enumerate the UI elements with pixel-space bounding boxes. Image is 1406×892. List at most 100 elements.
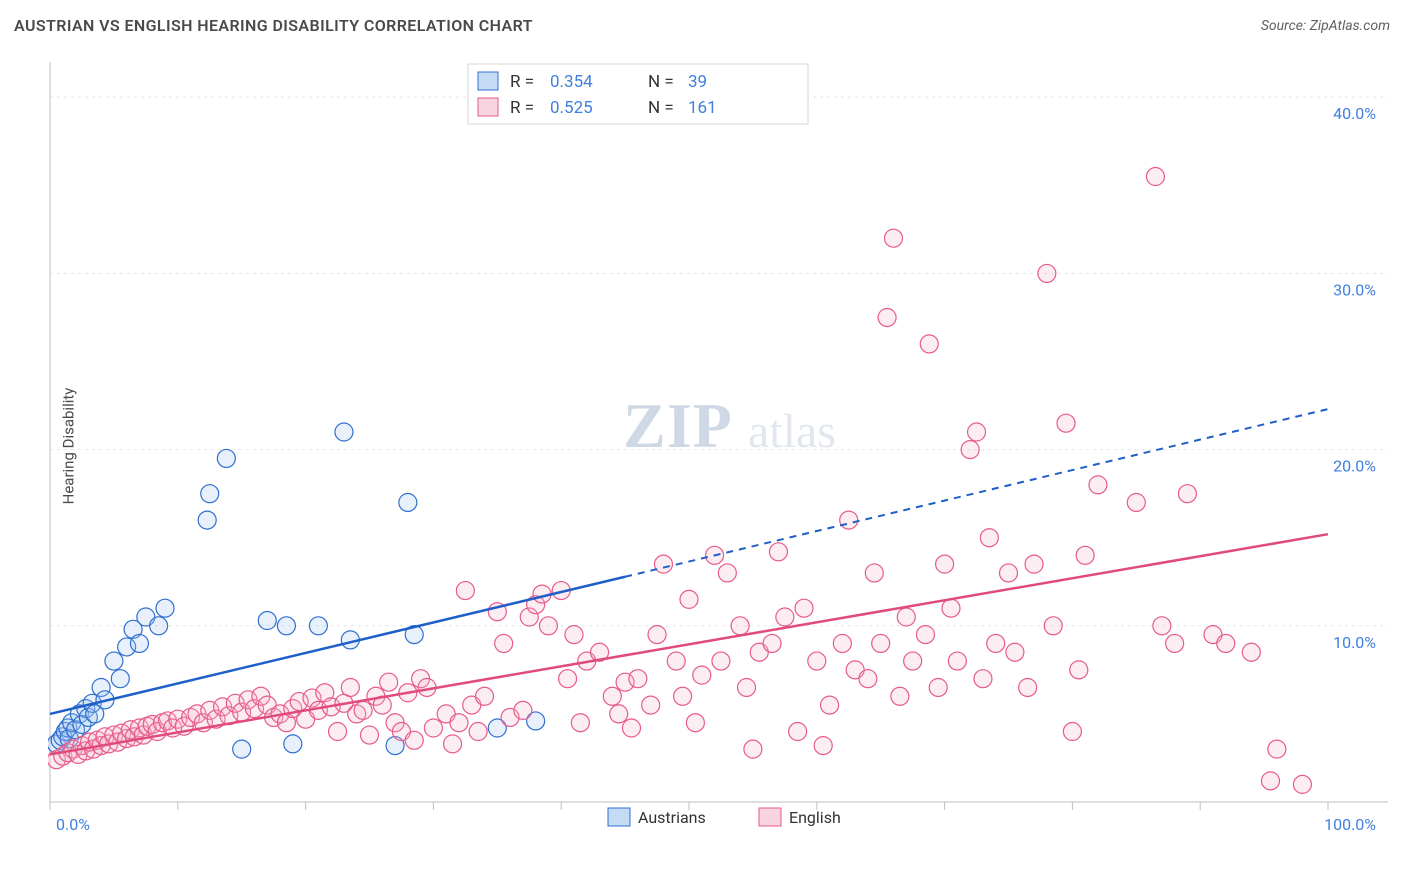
data-point-english — [789, 723, 807, 741]
data-point-english — [1178, 485, 1196, 503]
data-point-english — [559, 670, 577, 688]
data-point-english — [904, 652, 922, 670]
data-point-english — [450, 714, 468, 732]
legend-N-value-austrians: 39 — [688, 72, 707, 92]
data-point-austrians — [105, 652, 123, 670]
x-tick-label-left: 0.0% — [56, 815, 90, 832]
data-point-english — [565, 626, 583, 644]
data-point-english — [840, 511, 858, 529]
data-point-english — [891, 687, 909, 705]
data-point-english — [916, 626, 934, 644]
bottom-legend-swatch — [608, 808, 630, 826]
data-point-english — [718, 564, 736, 582]
data-point-english — [948, 652, 966, 670]
y-tick-label: 10.0% — [1333, 633, 1376, 652]
data-point-austrians — [217, 449, 235, 467]
data-point-english — [648, 626, 666, 644]
data-point-english — [1089, 476, 1107, 494]
data-point-english — [354, 701, 372, 719]
data-point-english — [1025, 555, 1043, 573]
data-point-english — [424, 719, 442, 737]
data-point-english — [495, 634, 513, 652]
data-point-english — [1153, 617, 1171, 635]
data-point-english — [610, 705, 628, 723]
legend-R-value-english: 0.525 — [550, 98, 593, 118]
chart-container: AUSTRIAN VS ENGLISH HEARING DISABILITY C… — [0, 0, 1406, 892]
data-point-english — [859, 670, 877, 688]
data-point-english — [603, 687, 621, 705]
data-point-english — [1242, 643, 1260, 661]
data-point-english — [1217, 634, 1235, 652]
data-point-english — [456, 582, 474, 600]
data-point-english — [444, 735, 462, 753]
y-tick-label: 20.0% — [1333, 457, 1376, 476]
data-point-english — [571, 714, 589, 732]
data-point-austrians — [309, 617, 327, 635]
data-point-english — [1127, 493, 1145, 511]
data-point-english — [514, 701, 532, 719]
data-point-english — [1038, 264, 1056, 282]
bottom-legend-swatch — [759, 808, 781, 826]
data-point-austrians — [284, 735, 302, 753]
data-point-english — [380, 673, 398, 691]
data-point-english — [821, 696, 839, 714]
watermark-zip: ZIP — [623, 390, 733, 461]
data-point-english — [1044, 617, 1062, 635]
data-point-austrians — [399, 493, 417, 511]
data-point-english — [667, 652, 685, 670]
data-point-english — [865, 564, 883, 582]
data-point-english — [961, 441, 979, 459]
chart-title: AUSTRIAN VS ENGLISH HEARING DISABILITY C… — [14, 16, 533, 35]
x-tick-label-right: 100.0% — [1324, 815, 1376, 832]
data-point-english — [1268, 740, 1286, 758]
data-point-english — [808, 652, 826, 670]
data-point-austrians — [198, 511, 216, 529]
data-point-english — [712, 652, 730, 670]
data-point-austrians — [258, 612, 276, 630]
data-point-english — [968, 423, 986, 441]
data-point-austrians — [277, 617, 295, 635]
bottom-legend-label: English — [789, 808, 841, 827]
data-point-english — [920, 335, 938, 353]
data-point-english — [833, 634, 851, 652]
data-point-english — [686, 714, 704, 732]
y-tick-label: 40.0% — [1333, 104, 1376, 123]
data-point-english — [1166, 634, 1184, 652]
data-point-english — [744, 740, 762, 758]
bottom-legend-label: Austrians — [638, 808, 706, 827]
data-point-english — [1063, 723, 1081, 741]
data-point-english — [693, 666, 711, 684]
legend-swatch-english — [478, 98, 498, 116]
data-point-english — [680, 590, 698, 608]
data-point-english — [1293, 775, 1311, 793]
data-point-english — [476, 687, 494, 705]
data-point-english — [936, 555, 954, 573]
legend-R-label: R = — [510, 72, 534, 92]
legend-N-value-english: 161 — [688, 98, 717, 118]
data-point-english — [769, 543, 787, 561]
data-point-english — [329, 723, 347, 741]
legend-N-label: N = — [648, 72, 674, 92]
legend-N-label: N = — [648, 98, 674, 118]
data-point-english — [929, 678, 947, 696]
data-point-english — [1057, 414, 1075, 432]
data-point-english — [1146, 168, 1164, 186]
data-point-english — [1019, 678, 1037, 696]
data-point-english — [872, 634, 890, 652]
data-point-english — [878, 308, 896, 326]
data-point-english — [539, 617, 557, 635]
data-point-austrians — [233, 740, 251, 758]
data-point-english — [987, 634, 1005, 652]
data-point-english — [814, 737, 832, 755]
source-label: Source: ZipAtlas.com — [1261, 18, 1390, 34]
data-point-english — [980, 529, 998, 547]
data-point-austrians — [111, 670, 129, 688]
legend-swatch-austrians — [478, 72, 498, 90]
data-point-english — [629, 670, 647, 688]
data-point-english — [974, 670, 992, 688]
data-point-austrians — [201, 485, 219, 503]
data-point-english — [942, 599, 960, 617]
data-point-english — [642, 696, 660, 714]
data-point-english — [1076, 546, 1094, 564]
y-tick-label: 30.0% — [1333, 280, 1376, 299]
